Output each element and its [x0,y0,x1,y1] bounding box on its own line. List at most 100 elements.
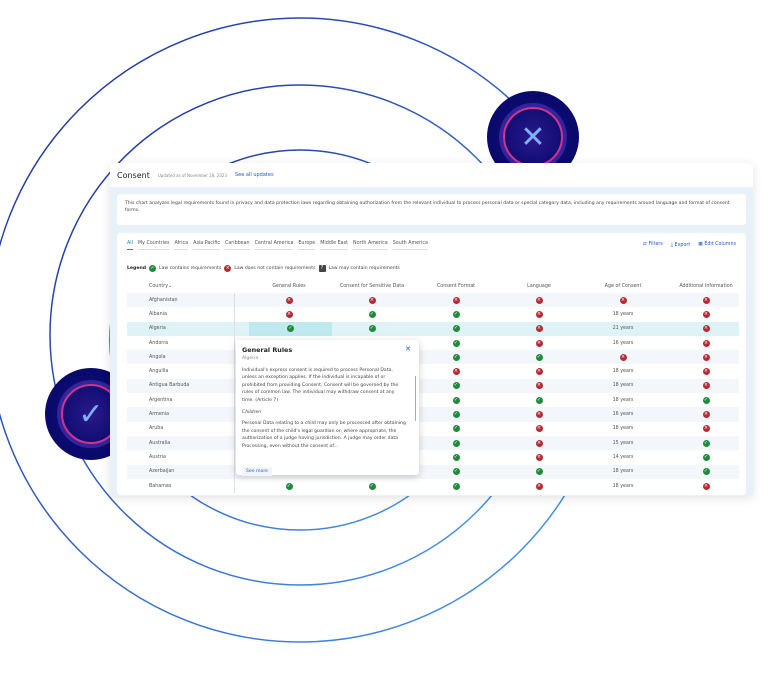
table-row[interactable]: Angola ✓ ✓ × × [127,350,739,365]
close-icon[interactable]: ✕ [405,345,411,353]
table-row[interactable]: Andorra ✓ × 16 years × [127,336,739,350]
column-header[interactable]: Consent for Sensitive Data [332,281,412,291]
country-name[interactable]: Albania [149,311,167,317]
value-cell[interactable]: 18 years [612,397,634,403]
status-cell[interactable]: × [666,422,746,436]
country-name[interactable]: Anguilla [149,369,169,375]
status-cell[interactable]: ✓ [499,465,579,479]
value-cell[interactable]: 21 years [612,326,634,332]
tab-my-countries[interactable]: My Countries [137,241,170,250]
status-cell[interactable]: ✓ [666,465,746,479]
edit-columns-button[interactable]: ▦ Edit Columns [698,242,736,247]
table-row[interactable]: Argentina ✓ ✓ 18 years ✓ [127,393,739,407]
status-cell[interactable]: ✓ [332,322,412,336]
status-cell[interactable]: ✓ [666,393,746,407]
country-name[interactable]: Aruba [149,426,164,432]
country-name[interactable]: Antigua Barbuda [149,383,190,389]
value-cell[interactable]: 16 years [612,412,634,418]
tab-asia-pacific[interactable]: Asia Pacific [193,241,220,250]
status-cell[interactable]: × [666,336,746,350]
value-cell[interactable]: 15 years [612,440,634,446]
value-cell[interactable]: 18 years [612,311,634,317]
status-cell[interactable]: × [416,293,496,307]
status-cell[interactable]: ✓ [249,479,329,493]
table-row[interactable]: Aruba ✓ × 18 years × [127,422,739,436]
status-cell[interactable]: × [666,350,746,364]
status-cell[interactable]: ✓ [416,465,496,479]
value-cell[interactable]: 18 years [612,369,634,375]
column-header[interactable]: Country ⌄ [149,281,229,291]
country-name[interactable]: Algeria [149,326,166,332]
status-cell[interactable]: × [499,479,579,493]
country-name[interactable]: Argentina [149,397,173,403]
filters-button[interactable]: ⇄ Filters [642,242,663,247]
status-cell[interactable]: × [332,293,412,307]
status-cell[interactable]: ✓ [416,393,496,407]
status-cell[interactable]: × [666,307,746,321]
status-cell[interactable]: ✓ [416,407,496,421]
status-cell[interactable]: × [499,364,579,378]
status-cell[interactable]: × [249,293,329,307]
status-cell[interactable]: × [499,450,579,464]
status-cell[interactable]: × [499,293,579,307]
tab-central-america[interactable]: Central America [254,241,294,250]
status-cell[interactable]: × [499,422,579,436]
tab-caribbean[interactable]: Caribbean [224,241,250,250]
status-cell[interactable]: × [666,407,746,421]
status-cell[interactable]: × [666,322,746,336]
table-row[interactable]: Bahamas ✓ ✓ ✓ × 18 years × [127,479,739,493]
tab-all[interactable]: All [127,241,133,250]
country-name[interactable]: Austria [149,454,166,460]
status-cell[interactable]: ✓ [666,450,746,464]
export-button[interactable]: ⤓ Export [670,243,691,248]
tab-africa[interactable]: Africa [174,241,189,250]
status-cell[interactable]: ✓ [416,379,496,393]
status-cell[interactable]: × [666,364,746,378]
status-cell[interactable]: × [249,307,329,321]
column-header[interactable]: General Rules [249,281,329,291]
country-name[interactable]: Afghanistan [149,297,178,303]
status-cell[interactable]: × [666,479,746,493]
status-cell[interactable]: × [499,336,579,350]
country-name[interactable]: Australia [149,440,171,446]
table-row[interactable]: Anguilla × × 18 years × [127,364,739,378]
column-header[interactable]: Language [499,281,579,291]
value-cell[interactable]: 16 years [612,340,634,346]
country-name[interactable]: Andorra [149,340,169,346]
status-cell[interactable]: ✓ [666,436,746,450]
status-cell[interactable]: ✓ [416,336,496,350]
status-cell[interactable]: ✓ [332,307,412,321]
column-header[interactable]: Consent Format [416,281,496,291]
status-cell[interactable]: × [499,407,579,421]
country-name[interactable]: Bahamas [149,483,172,489]
tab-middle-east[interactable]: Middle East [320,241,348,250]
status-cell[interactable]: ✓ [499,393,579,407]
status-cell[interactable]: × [499,322,579,336]
tab-north-america[interactable]: North America [353,241,388,250]
status-cell[interactable]: ✓ [416,307,496,321]
status-cell[interactable]: × [416,364,496,378]
status-cell[interactable]: × [499,436,579,450]
value-cell[interactable]: 14 years [612,454,634,460]
table-row[interactable]: Albania × ✓ ✓ × 18 years × [127,307,739,321]
see-more-button[interactable]: See more [242,466,272,477]
value-cell[interactable]: 18 years [612,426,634,432]
status-cell[interactable]: ✓ [499,350,579,364]
status-cell[interactable]: × [666,379,746,393]
value-cell[interactable]: 18 years [612,469,634,475]
country-name[interactable]: Azerbaijan [149,469,175,475]
status-cell[interactable]: ✓ [416,322,496,336]
scrollbar[interactable] [414,376,416,421]
status-cell[interactable]: × [499,307,579,321]
column-header[interactable]: Age of Consent [583,281,663,291]
value-cell[interactable]: 18 years [612,383,634,389]
column-header[interactable]: Additional Information [666,281,746,291]
status-cell[interactable]: × [583,350,663,364]
table-row[interactable]: Australia ✓ × 15 years ✓ [127,435,739,451]
table-row[interactable]: Armenia ✓ × 16 years × [127,407,739,422]
status-cell[interactable]: ✓ [249,321,332,336]
status-cell[interactable]: ✓ [416,450,496,464]
country-name[interactable]: Armenia [149,412,170,418]
status-cell[interactable]: ✓ [416,436,496,450]
status-cell[interactable]: ✓ [416,422,496,436]
